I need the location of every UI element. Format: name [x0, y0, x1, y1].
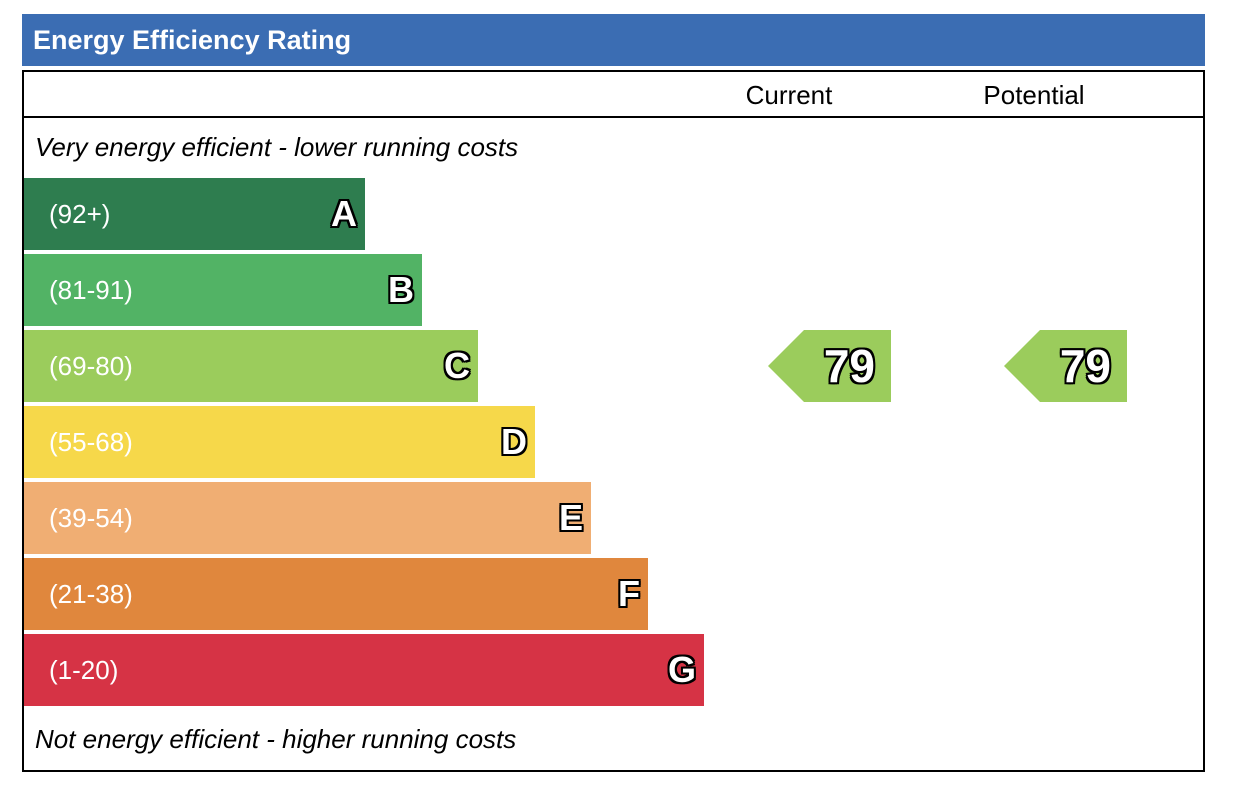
inefficient-note: Not energy efficient - higher running co…	[35, 724, 517, 754]
band-d: (55-68) D	[24, 406, 535, 478]
header-row: Current Potential	[24, 72, 1203, 118]
band-range-label: (81-91)	[49, 275, 133, 305]
rating-chart: Current Potential Very energy efficient …	[22, 70, 1205, 772]
band-a: (92+) A	[24, 178, 365, 250]
current-column-label: Current	[745, 80, 833, 110]
band-letter: F	[618, 573, 640, 614]
chart-title: Energy Efficiency Rating	[22, 14, 1205, 66]
band-letter: A	[331, 193, 357, 234]
band-b: (81-91) B	[24, 254, 422, 326]
efficient-note: Very energy efficient - lower running co…	[35, 132, 519, 162]
current-rating-arrow-value: 79	[823, 340, 875, 392]
current-rating-arrow-shape	[768, 330, 891, 402]
potential-column-label: Potential	[983, 80, 1085, 110]
band-e: (39-54) E	[24, 482, 591, 554]
band-range-label: (21-38)	[49, 579, 133, 609]
band-f: (21-38) F	[24, 558, 648, 630]
potential-rating-arrow: 79	[1004, 330, 1127, 402]
band-g: (1-20) G	[24, 634, 704, 706]
potential-rating-arrow-shape	[1004, 330, 1127, 402]
band-range-label: (92+)	[49, 199, 111, 229]
band-letter: B	[388, 269, 414, 310]
band-range-label: (69-80)	[49, 351, 133, 381]
band-range-label: (1-20)	[49, 655, 119, 685]
band-letter: G	[667, 649, 696, 690]
band-letter: D	[501, 421, 527, 462]
band-letter: E	[558, 497, 583, 538]
current-rating-arrow: 79	[768, 330, 891, 402]
potential-rating-arrow-value: 79	[1059, 340, 1111, 392]
band-letter: C	[444, 345, 470, 386]
band-range-label: (39-54)	[49, 503, 133, 533]
band-c: (69-80) C	[24, 330, 478, 402]
band-range-label: (55-68)	[49, 427, 133, 457]
